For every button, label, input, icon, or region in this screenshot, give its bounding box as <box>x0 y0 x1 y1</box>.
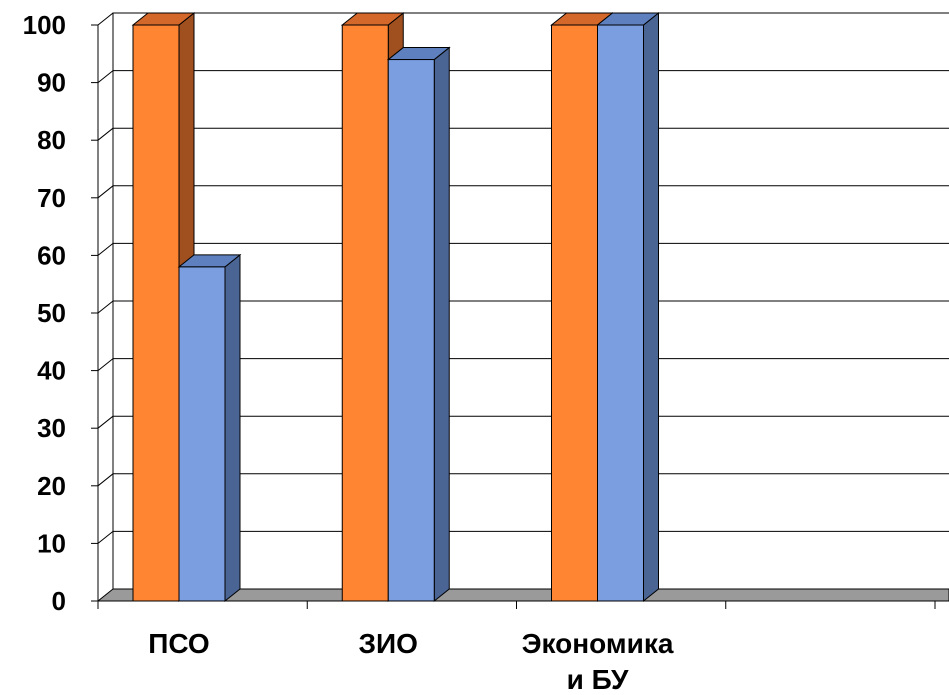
y-tick-label: 30 <box>37 413 66 443</box>
bar <box>597 24 644 602</box>
y-tick-label: 50 <box>37 298 66 328</box>
y-axis-ticks: 0 10 20 30 40 50 60 70 80 90 100 <box>23 10 66 616</box>
x-category-label: и БУ <box>567 664 629 695</box>
x-category-label: ЗИО <box>359 628 418 659</box>
x-category-label: Экономика <box>522 628 674 659</box>
y-tick-label: 70 <box>37 183 66 213</box>
bar <box>178 266 226 602</box>
gridline-side <box>97 185 114 199</box>
x-axis-labels: ПСО ЗИО Экономика и БУ <box>148 628 674 695</box>
gridline-side <box>97 358 114 371</box>
gridline-side <box>97 300 114 314</box>
y-tick-label: 100 <box>23 10 66 40</box>
bar <box>132 24 180 602</box>
gridline-side <box>97 243 114 256</box>
bars <box>131 11 660 603</box>
y-tick-label: 0 <box>52 586 66 616</box>
gridline-side <box>97 531 114 544</box>
bar <box>387 59 435 602</box>
y-tick-label: 20 <box>37 471 66 501</box>
x-category-label: ПСО <box>148 628 209 659</box>
bar-side <box>643 11 659 603</box>
bar <box>551 24 598 602</box>
y-tick-label: 60 <box>37 240 66 270</box>
gridline-side <box>97 127 114 141</box>
gridline-side <box>97 415 114 429</box>
y-tick-label: 40 <box>37 356 66 386</box>
gridlines <box>97 12 949 544</box>
bar-side <box>224 253 241 603</box>
bar <box>341 24 389 602</box>
bar-side <box>433 46 450 603</box>
axes <box>91 13 949 609</box>
gridline-side <box>97 70 114 83</box>
y-tick-label: 90 <box>37 68 66 98</box>
y-tick-label: 80 <box>37 125 66 155</box>
gridline-side <box>97 12 114 26</box>
y-tick-label: 10 <box>37 528 66 558</box>
gridline-side <box>97 473 114 487</box>
